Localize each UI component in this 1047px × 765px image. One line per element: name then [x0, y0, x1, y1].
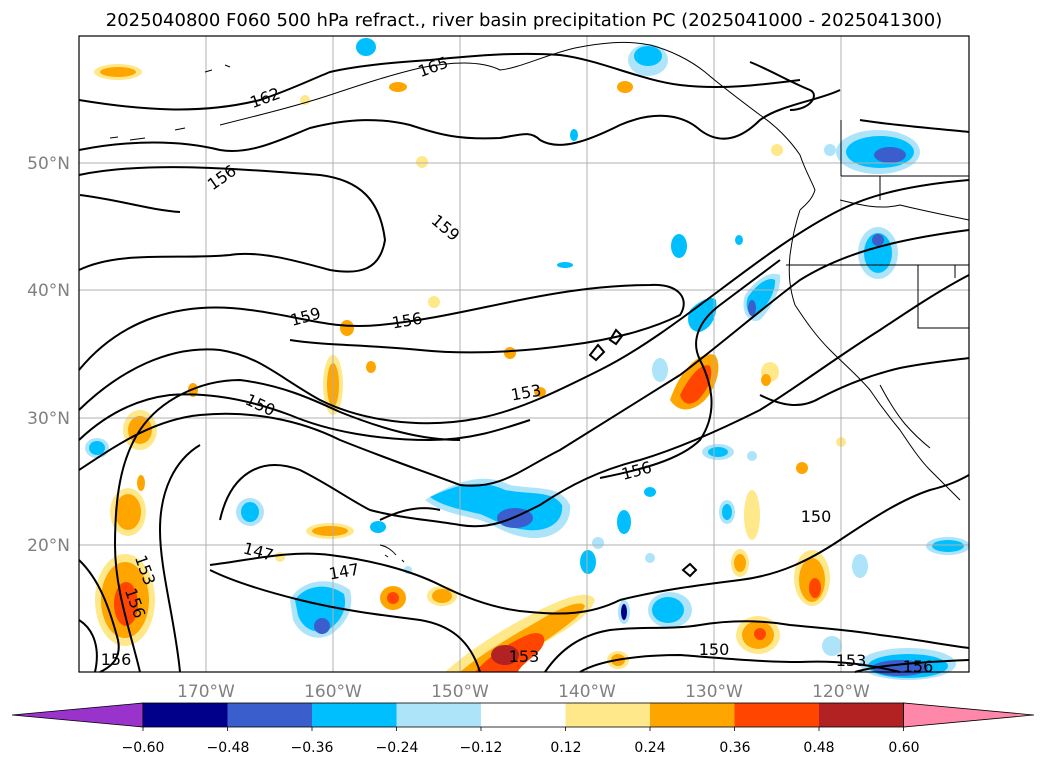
colorbar-outline — [142, 702, 904, 728]
colorbar-tick-label: −0.36 — [291, 740, 334, 756]
colorbar-bin — [481, 703, 566, 727]
colorbar-bin — [819, 703, 904, 727]
lon-label: 170°W — [177, 682, 235, 702]
colorbar-extend-high — [903, 702, 1035, 728]
contour-label: 153 — [509, 647, 540, 666]
contour-label: 156 — [101, 650, 132, 669]
lon-label: 160°W — [304, 682, 362, 702]
colorbar-tick-label: 0.36 — [719, 740, 750, 756]
colorbar-bin — [650, 703, 735, 727]
refractivity-contours — [78, 52, 970, 673]
colorbar-tick-label: 0.24 — [634, 740, 665, 756]
latitude-labels: 50°N 40°N 30°N 20°N — [27, 154, 70, 556]
colorbar-tick-label: −0.60 — [122, 740, 165, 756]
colorbar-tick-label: 0.12 — [550, 740, 581, 756]
longitude-labels: 170°W 160°W 150°W 140°W 130°W 120°W — [177, 682, 870, 702]
colorbar-segments — [11, 702, 1035, 731]
lon-label: 150°W — [431, 682, 489, 702]
lon-label: 140°W — [558, 682, 616, 702]
coastlines — [109, 41, 970, 563]
colorbar-tick-label: −0.24 — [376, 740, 419, 756]
map-frame — [78, 35, 970, 673]
lat-label: 40°N — [27, 281, 70, 301]
colorbar-tick-label: 0.60 — [888, 740, 919, 756]
colorbar-bin — [396, 703, 482, 727]
figure-title: 2025040800 F060 500 hPa refract., river … — [106, 10, 942, 31]
map-panel: 165 162 156 159 159 156 150 153 156 147 … — [78, 35, 970, 680]
contour-label: 150 — [801, 507, 832, 526]
colorbar-tick-label: −0.48 — [207, 740, 250, 756]
contour-label: 153 — [836, 651, 867, 670]
contour-label: 150 — [699, 640, 730, 659]
colorbar-tick-label: 0.48 — [803, 740, 834, 756]
lat-label: 50°N — [27, 154, 70, 174]
colorbar-ticks: −0.60 −0.48 −0.36 −0.24 −0.12 0.12 0.24 … — [122, 740, 920, 756]
colorbar-bin — [312, 703, 397, 727]
lat-label: 30°N — [27, 409, 70, 429]
colorbar: −0.60 −0.48 −0.36 −0.24 −0.12 0.12 0.24 … — [11, 702, 1035, 756]
colorbar-tick-label: −0.12 — [460, 740, 503, 756]
contour-label: 156 — [903, 657, 934, 676]
lat-label: 20°N — [27, 536, 70, 556]
colorbar-bin — [734, 703, 820, 727]
colorbar-bin — [227, 703, 313, 727]
lon-label: 120°W — [812, 682, 870, 702]
colorbar-bin — [143, 703, 228, 727]
lon-label: 130°W — [685, 682, 743, 702]
colorbar-bin — [565, 703, 651, 727]
colorbar-extend-low — [11, 702, 144, 728]
